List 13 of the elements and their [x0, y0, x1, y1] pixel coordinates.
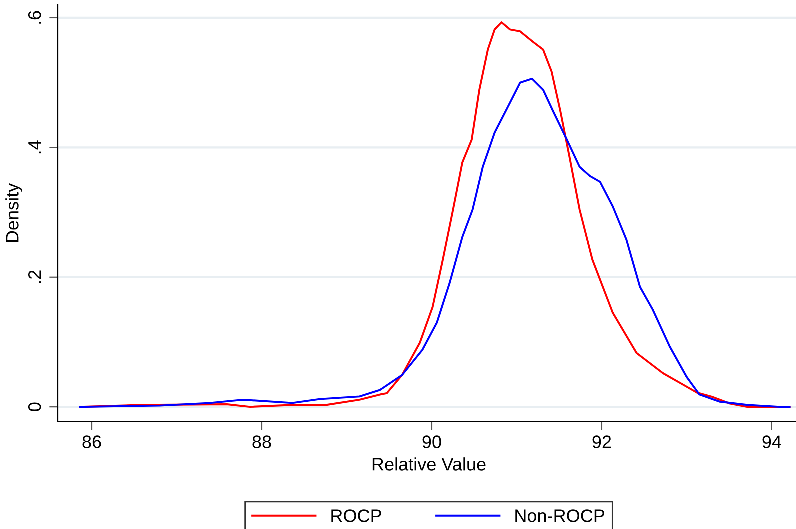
legend-label: ROCP — [332, 510, 382, 522]
x-axis-title: Relative Value — [372, 458, 486, 471]
x-tick-label: 88 — [252, 436, 272, 448]
y-tick-label: 0 — [28, 402, 42, 412]
y-axis-title: Density — [6, 183, 22, 242]
x-tick-label: 94 — [762, 436, 782, 448]
y-tick-label: .2 — [28, 270, 42, 284]
y-tick-label: .4 — [28, 140, 42, 154]
x-tick-label: 86 — [82, 436, 102, 448]
legend-label: Non-ROCP — [516, 510, 605, 522]
x-tick-label: 92 — [592, 436, 612, 448]
y-tick-label: .6 — [28, 11, 42, 24]
x-tick-label: 90 — [422, 436, 442, 448]
